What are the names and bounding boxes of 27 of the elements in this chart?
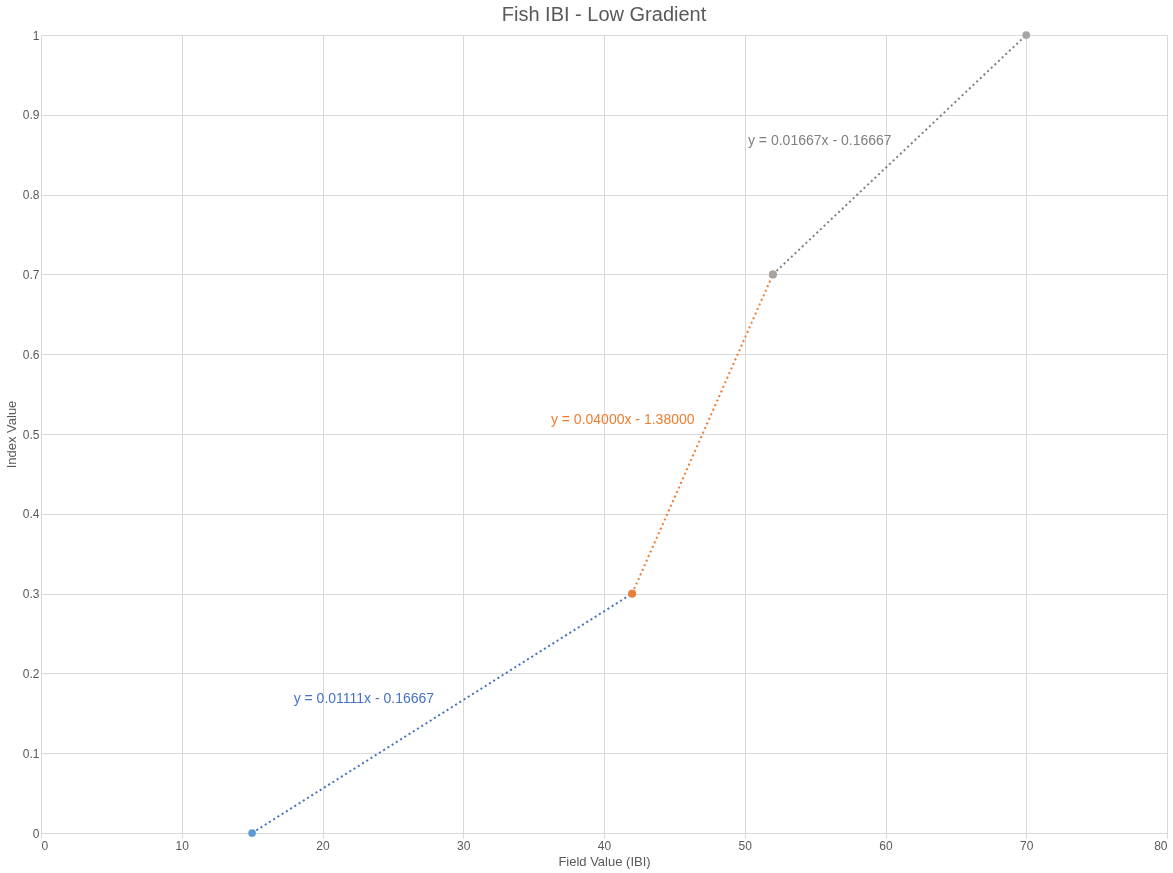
y-tick-label: 0.6 (22, 347, 40, 362)
series-label: y = 0.01111x - 0.16667 (293, 690, 435, 707)
y-axis-title: Index Value (3, 400, 19, 469)
x-tick-label: 10 (175, 838, 190, 853)
y-tick-label: 0.9 (22, 108, 40, 123)
point (1022, 31, 1031, 39)
chart-title: Fish IBI - Low Gradient (501, 3, 707, 25)
x-tick-label: 60 (879, 838, 893, 853)
y-tick-label: 0.7 (22, 267, 40, 282)
x-tick-label: 50 (738, 838, 753, 853)
y-tick-label: 0.3 (22, 587, 40, 602)
y-tick-label: 0 (32, 826, 40, 841)
y-tick-label: 0.2 (22, 666, 40, 681)
y-tick-label: 0.5 (22, 427, 40, 442)
y-tick-label: 0.1 (22, 746, 40, 761)
x-tick-label: 40 (597, 838, 612, 853)
series-label: y = 0.01667x - 0.16667 (747, 131, 892, 148)
x-axis-title: Field Value (IBI) (558, 853, 651, 869)
point (248, 829, 256, 837)
y-tick-label: 0.8 (22, 188, 40, 203)
y-tick-label: 1 (32, 28, 40, 43)
y-tick-label: 0.4 (22, 507, 40, 522)
x-tick-label: 20 (316, 838, 330, 853)
series-label: y = 0.04000x - 1.38000 (550, 411, 695, 427)
x-tick-label: 70 (1020, 838, 1034, 853)
x-tick-label: 30 (457, 838, 471, 853)
x-tick-label: 80 (1154, 838, 1168, 853)
